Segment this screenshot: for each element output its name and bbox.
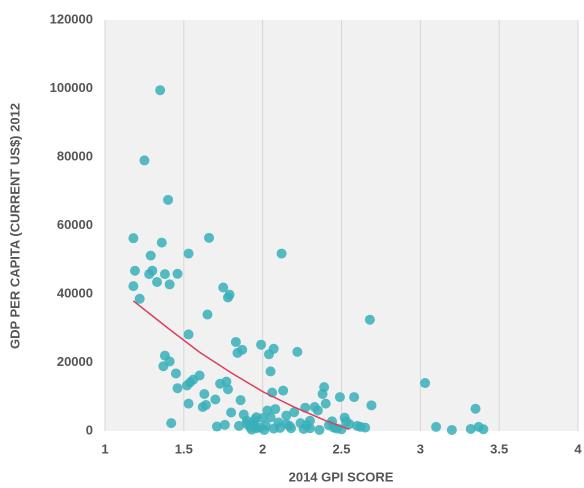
data-point	[152, 277, 163, 288]
y-tick-label: 40000	[57, 285, 93, 300]
x-tick-label: 3	[417, 441, 424, 456]
data-point	[256, 339, 267, 350]
data-point	[128, 281, 139, 292]
data-point	[320, 398, 331, 409]
data-point	[360, 422, 371, 433]
y-axis-label: GDP PER CAPITA (CURRENT US$) 2012	[7, 103, 22, 349]
data-point	[219, 419, 230, 430]
x-tick-label: 2	[259, 441, 266, 456]
data-point	[265, 412, 276, 423]
data-point	[218, 282, 229, 293]
data-point	[241, 418, 252, 429]
data-point	[366, 400, 377, 411]
data-point	[194, 370, 205, 381]
data-point	[166, 418, 177, 429]
data-point	[257, 412, 268, 423]
y-tick-label: 20000	[57, 354, 93, 369]
data-point	[446, 424, 457, 435]
data-point	[221, 376, 232, 387]
data-point	[128, 233, 139, 244]
data-point	[251, 423, 262, 434]
data-point	[230, 336, 241, 347]
data-point	[292, 346, 303, 357]
y-tick-label: 80000	[57, 148, 93, 163]
data-point	[431, 421, 442, 432]
data-point	[314, 424, 325, 435]
data-point	[265, 366, 276, 377]
data-point	[183, 248, 194, 259]
y-tick-label: 60000	[57, 217, 93, 232]
x-axis-label: 2014 GPI SCORE	[289, 469, 394, 484]
data-point	[170, 368, 181, 379]
data-point	[183, 398, 194, 409]
x-tick-label: 3.5	[490, 441, 508, 456]
data-point	[237, 344, 248, 355]
data-point	[478, 424, 489, 435]
x-tick-label: 4	[574, 441, 582, 456]
y-tick-label: 100000	[50, 80, 93, 95]
data-point	[172, 383, 183, 394]
data-point	[147, 265, 158, 276]
data-point	[234, 420, 245, 431]
data-point	[200, 399, 211, 410]
data-point	[470, 403, 481, 414]
data-point	[270, 404, 281, 415]
data-point	[204, 232, 215, 243]
data-point	[155, 85, 166, 96]
data-point	[278, 385, 289, 396]
data-point	[312, 405, 323, 416]
data-point	[222, 384, 233, 395]
data-point	[260, 420, 271, 431]
data-point	[210, 394, 221, 405]
data-point	[304, 423, 315, 434]
data-point	[268, 423, 279, 434]
data-point	[276, 248, 287, 259]
data-point	[352, 420, 363, 431]
data-point	[341, 416, 352, 427]
x-tick-label: 1	[101, 441, 108, 456]
data-point	[172, 268, 183, 279]
data-point	[235, 395, 246, 406]
trend-line	[132, 300, 350, 430]
data-point	[334, 392, 345, 403]
data-point	[139, 155, 150, 166]
data-point	[281, 419, 292, 430]
data-point	[268, 343, 279, 354]
data-point	[249, 415, 260, 426]
x-tick-label: 2.5	[332, 441, 350, 456]
data-point	[129, 265, 140, 276]
data-point	[163, 194, 174, 205]
data-point	[364, 314, 375, 325]
y-tick-label: 120000	[50, 11, 93, 26]
x-tick-label: 1.5	[175, 441, 193, 456]
data-point	[349, 392, 360, 403]
data-point	[211, 421, 222, 432]
data-point	[202, 309, 213, 320]
data-point	[134, 293, 145, 304]
y-tick-label: 0	[86, 422, 93, 437]
data-point	[281, 410, 292, 421]
data-point	[420, 378, 431, 389]
data-point	[159, 269, 170, 280]
data-point	[319, 382, 330, 393]
data-point	[465, 423, 476, 434]
data-point	[289, 407, 300, 418]
data-point	[226, 407, 237, 418]
data-point	[164, 279, 175, 290]
data-point	[156, 237, 167, 248]
data-point	[145, 250, 156, 261]
data-point	[199, 389, 210, 400]
data-point	[164, 356, 175, 367]
data-point	[224, 289, 235, 300]
data-point	[183, 329, 194, 340]
